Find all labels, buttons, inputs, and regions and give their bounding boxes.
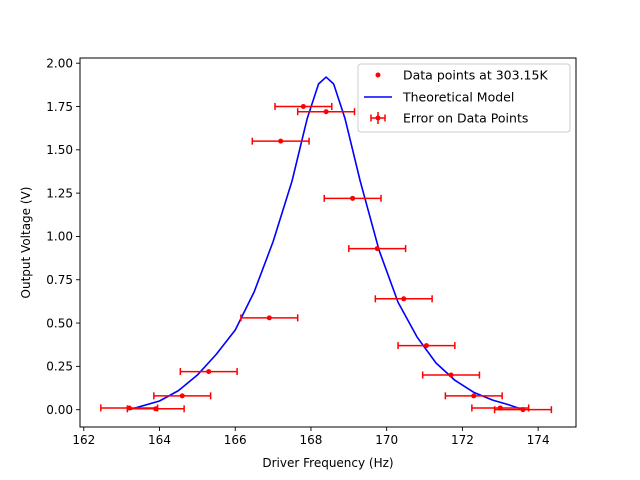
y-tick-label: 2.00 [46,56,73,70]
data-point [323,109,329,115]
data-point [266,315,272,321]
legend-marker [375,72,381,78]
data-point [278,138,284,144]
legend-box [357,63,571,133]
data-point [423,343,429,349]
data-point [179,393,185,399]
x-tick-label: 168 [300,433,323,447]
data-point [300,104,306,110]
y-tick-label: 0.25 [46,360,73,374]
x-axis-label: Driver Frequency (Hz) [262,456,393,470]
legend-label: Theoretical Model [402,90,514,105]
data-point [401,296,407,302]
y-tick-label: 1.75 [46,100,73,114]
data-point [520,407,526,413]
x-tick-label: 166 [224,433,247,447]
data-point [153,406,159,412]
data-point [471,393,477,399]
data-point [448,372,454,378]
x-tick-label: 170 [375,433,398,447]
plot-area [100,76,553,414]
legend: Data points at 303.15K Theoretical Model E… [357,63,571,133]
y-tick-label: 0.50 [46,316,73,330]
y-tick-label: 1.00 [46,230,73,244]
x-tick-label: 174 [527,433,550,447]
theoretical-model-line [128,76,524,411]
y-tick-label: 1.50 [46,143,73,157]
y-tick-label: 0.75 [46,273,73,287]
axis-ticks: 162 164 166 168 170 172 174 0.00 0.25 0.50 0.75 1.0… [46,56,549,447]
legend-label: Error on Data Points [403,111,528,126]
plot-frame [79,57,577,428]
data-point [374,246,380,252]
data-point [206,369,212,375]
y-tick-label: 0.00 [46,403,73,417]
x-tick-label: 164 [148,433,171,447]
data-point [350,195,356,201]
legend-marker [375,115,381,121]
y-tick-label: 1.25 [46,186,73,200]
legend-label: Data points at 303.15K [403,68,548,83]
x-tick-label: 162 [72,433,95,447]
y-axis-label: Output Voltage (V) [19,187,33,299]
x-tick-label: 172 [451,433,474,447]
